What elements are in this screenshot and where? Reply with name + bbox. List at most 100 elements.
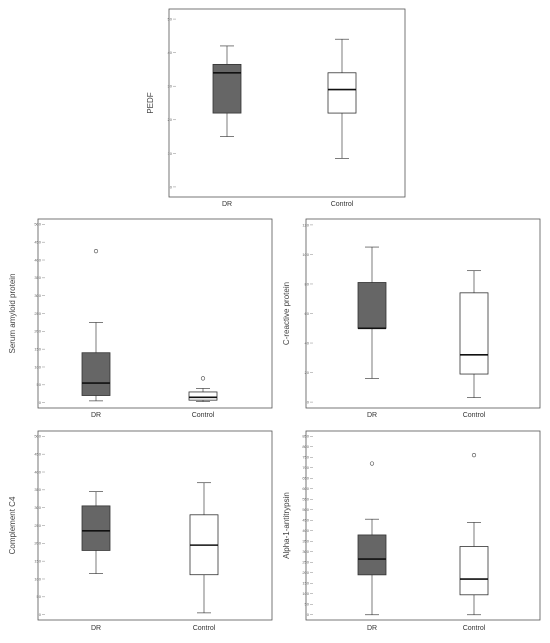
y-tick-label: 400 [34,469,41,474]
box-control [327,38,357,159]
plot-frame [168,8,406,198]
y-tick-label: 200 [34,329,41,334]
y-tick-label: 250 [302,560,309,565]
y-tick-label: 650 [302,476,309,481]
x-category-label: DR [367,412,377,419]
iqr-box [357,282,387,329]
y-tick-label: 100 [302,591,309,596]
chart-panel-5: 0 50 100 150 200 250 300 350 400 450 500 550 600 650 7… [282,430,541,632]
chart-panel-2: 0 50 100 150 200 250 300 350 400 450 500 Serum amyl… [8,218,273,419]
y-tick-label: 300 [34,505,41,510]
chart-panel-4: 0 50 100 150 200 250 300 350 400 450 500 Complement… [8,430,273,632]
box-dr [357,246,387,379]
box-control [189,482,219,614]
y-tick-label: 0 [307,399,310,404]
outlier-point [93,248,99,254]
y-tick-label: 800 [302,444,309,449]
y-tick-label: 450 [34,452,41,457]
iqr-box [459,546,489,596]
iqr-box [188,391,218,401]
y-axis-label: Alpha-1-antitrypsin [282,492,291,559]
y-tick-label: 50 [37,382,42,387]
iqr-box [327,72,357,114]
x-category-label: Control [192,412,215,419]
iqr-box [81,505,111,551]
y-tick-label: 500 [302,507,309,512]
plot-frame [305,218,541,409]
outlier-point [471,453,477,458]
x-category-label: Control [193,625,216,632]
x-category-label: DR [91,625,101,632]
y-tick-label: 350 [34,275,41,280]
y-tick-label: 40 [168,50,173,55]
y-tick-label: 500 [34,222,41,227]
chart-panel-1: 0 10 20 30 40 50 PEDF DR Control [146,8,406,208]
iqr-box [459,292,489,375]
plot-frame [37,218,273,409]
y-tick-label: 10 [168,151,173,156]
y-tick-label: 350 [34,487,41,492]
outlier-point [369,461,375,466]
x-category-label: DR [91,412,101,419]
box-dr [357,461,387,616]
y-tick-label: 80 [305,281,310,286]
y-tick-label: 700 [302,465,309,470]
iqr-box [81,352,111,396]
y-tick-label: 300 [302,549,309,554]
x-category-label: Control [331,201,354,208]
y-tick-label: 150 [34,559,41,564]
y-tick-label: 450 [34,240,41,245]
box-control [459,270,489,399]
y-axis-label: Complement C4 [8,496,17,554]
y-axis-label: Serum amyloid protein [8,273,17,353]
plot-frame [305,430,541,621]
y-tick-label: 40 [305,340,310,345]
iqr-box [212,63,242,114]
y-tick-label: 150 [302,581,309,586]
x-category-label: Control [463,412,486,419]
y-tick-label: 100 [34,576,41,581]
y-tick-label: 250 [34,311,41,316]
y-axis-label: PEDF [146,92,155,113]
y-axis-label: C-reactive protein [282,282,291,345]
y-tick-label: 50 [168,16,173,21]
y-tick-label: 750 [302,455,309,460]
y-tick-label: 200 [302,570,309,575]
y-tick-label: 120 [302,222,309,227]
y-tick-label: 30 [168,84,173,89]
box-dr [212,45,242,137]
y-tick-label: 100 [302,252,309,257]
box-control [188,376,218,402]
y-tick-label: 100 [34,364,41,369]
x-category-label: Control [463,625,486,632]
y-tick-label: 250 [34,523,41,528]
y-tick-label: 0 [307,612,310,617]
y-tick-label: 550 [302,497,309,502]
box-dr [81,248,111,402]
x-category-label: DR [367,625,377,632]
chart-panel-3: 0 20 40 60 80 100 120 C-reactive protein DR Contr… [282,218,541,419]
y-tick-label: 0 [170,184,173,189]
y-tick-label: 850 [302,434,309,439]
x-category-label: DR [222,201,232,208]
y-tick-label: 0 [39,612,42,617]
box-control [459,453,489,616]
y-tick-label: 600 [302,486,309,491]
y-tick-label: 50 [37,594,42,599]
y-tick-label: 450 [302,518,309,523]
outlier-point [200,376,206,381]
y-tick-label: 400 [302,528,309,533]
y-tick-label: 0 [39,400,42,405]
y-tick-label: 400 [34,257,41,262]
y-tick-label: 200 [34,541,41,546]
y-tick-label: 150 [34,347,41,352]
y-tick-label: 20 [168,117,173,122]
iqr-box [357,534,387,576]
y-tick-label: 300 [34,293,41,298]
y-tick-label: 350 [302,539,309,544]
plot-frame [37,430,273,621]
y-tick-label: 50 [305,602,310,607]
box-dr [81,491,111,574]
y-tick-label: 60 [305,311,310,316]
